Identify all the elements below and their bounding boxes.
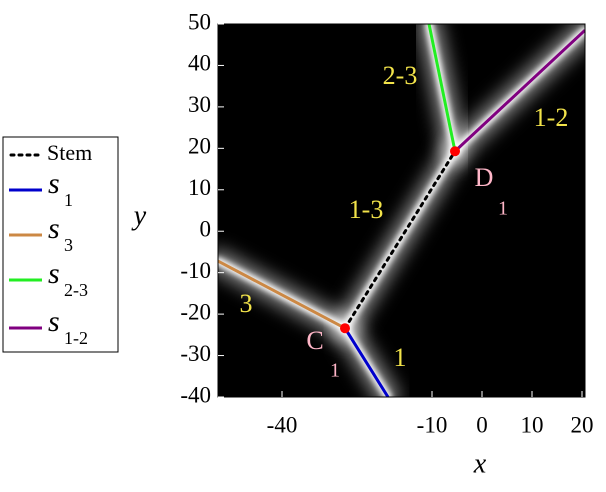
annotation: 2-3 [383,61,418,90]
plot-frame [217,23,586,398]
x-tick-label: 20 [571,412,594,437]
annotation: D [475,163,494,192]
series-line [343,327,390,397]
annotation: 1-2 [534,103,569,132]
legend-label: s [48,257,60,290]
annotation: C [306,326,323,355]
legend-label: Stem [47,140,92,165]
legend-label: s [48,212,60,245]
annotation: 1-3 [349,195,384,224]
point-marker [450,146,460,157]
annotation: 1 [394,343,407,372]
legend-label: s [48,305,60,338]
y-tick-label: 0 [200,217,212,242]
legend-label: s [48,167,60,200]
legend-box [2,136,119,353]
point-marker [340,323,350,334]
y-tick-label: 50 [188,9,211,34]
legend-subscript: 1-2 [64,328,88,348]
series-line [218,259,346,330]
y-tick-label: 10 [188,175,211,200]
series-line [343,149,457,330]
annotation: 3 [240,289,253,318]
y-tick-label: 20 [188,134,211,159]
y-tick-label: -20 [180,299,211,324]
series-line [453,29,585,153]
annotation-subscript: 1 [330,360,340,382]
x-axis-label: x [473,448,487,479]
legend-subscript: 1 [64,190,73,210]
y-tick-label: 40 [188,51,211,76]
legend-subscript: 2-3 [64,280,88,300]
y-tick-label: -10 [180,258,211,283]
legend-subscript: 3 [64,235,73,255]
x-tick-label: -40 [267,412,298,437]
plot-area [218,24,585,397]
y-tick-label: -40 [180,382,211,407]
annotation-subscript: 1 [498,198,508,220]
x-tick-label: 10 [521,412,544,437]
y-tick-label: -30 [180,341,211,366]
x-tick-label: -10 [417,412,448,437]
x-tick-label: 0 [476,412,488,437]
series-line [427,24,457,152]
y-tick-label: 30 [188,92,211,117]
y-axis-label: y [131,200,147,231]
